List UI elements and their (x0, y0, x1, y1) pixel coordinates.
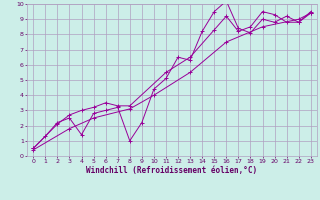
X-axis label: Windchill (Refroidissement éolien,°C): Windchill (Refroidissement éolien,°C) (86, 166, 258, 175)
